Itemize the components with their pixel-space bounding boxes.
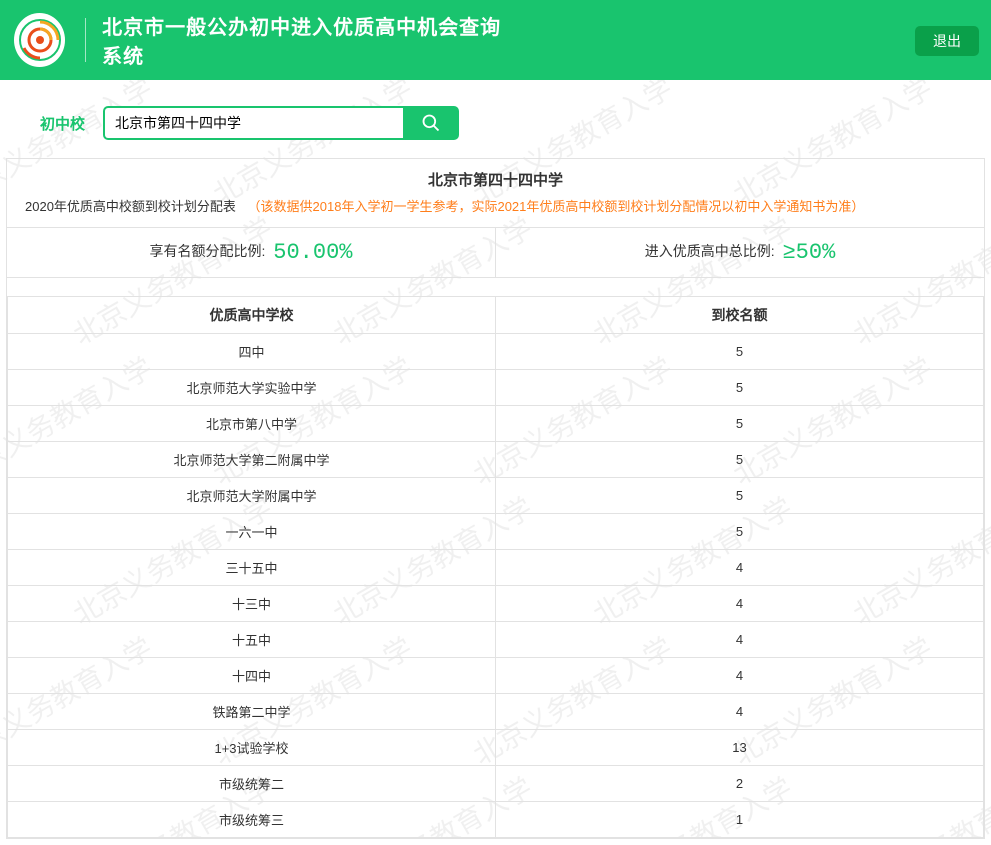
search-button[interactable] [403, 106, 459, 140]
result-panel: 北京市第四十四中学 2020年优质高中校额到校计划分配表 （该数据供2018年入… [6, 158, 985, 839]
col-header-school: 优质高中学校 [8, 297, 496, 334]
table-row: 1+3试验学校13 [8, 730, 984, 766]
cell-quota: 1 [496, 802, 984, 838]
quota-table: 优质高中学校 到校名额 四中5北京师范大学实验中学5北京市第八中学5北京师范大学… [7, 296, 984, 838]
cell-quota: 5 [496, 442, 984, 478]
cell-school: 一六一中 [8, 514, 496, 550]
table-row: 十五中4 [8, 622, 984, 658]
ratio-row: 享有名额分配比例: 50.00% 进入优质高中总比例: ≥50% [7, 227, 984, 278]
search-icon [421, 113, 441, 133]
school-name: 北京市第四十四中学 [7, 159, 984, 194]
school-search-input[interactable] [103, 106, 403, 140]
table-row: 三十五中4 [8, 550, 984, 586]
header-divider [85, 18, 86, 62]
table-row: 市级统筹二2 [8, 766, 984, 802]
search-row: 初中校 [0, 80, 991, 158]
subtitle-row: 2020年优质高中校额到校计划分配表 （该数据供2018年入学初一学生参考，实际… [7, 194, 984, 227]
header-bar: 北京市一般公办初中进入优质高中机会查询系统 退出 [0, 0, 991, 80]
logo-icon [14, 13, 65, 67]
cell-quota: 2 [496, 766, 984, 802]
cell-school: 十四中 [8, 658, 496, 694]
ratio-left-value: 50.00% [273, 240, 352, 265]
table-title: 2020年优质高中校额到校计划分配表 [25, 199, 236, 214]
cell-quota: 5 [496, 478, 984, 514]
cell-quota: 13 [496, 730, 984, 766]
cell-school: 北京师范大学实验中学 [8, 370, 496, 406]
exit-button[interactable]: 退出 [915, 26, 979, 56]
cell-school: 铁路第二中学 [8, 694, 496, 730]
cell-quota: 4 [496, 694, 984, 730]
table-row: 市级统筹三1 [8, 802, 984, 838]
table-row: 一六一中5 [8, 514, 984, 550]
table-row: 北京市第八中学5 [8, 406, 984, 442]
cell-school: 四中 [8, 334, 496, 370]
ratio-right-label: 进入优质高中总比例: [645, 243, 775, 259]
cell-school: 十五中 [8, 622, 496, 658]
cell-school: 十三中 [8, 586, 496, 622]
table-row: 十四中4 [8, 658, 984, 694]
cell-school: 北京师范大学附属中学 [8, 478, 496, 514]
ratio-right-value: ≥50% [782, 240, 835, 265]
cell-quota: 4 [496, 586, 984, 622]
cell-quota: 5 [496, 334, 984, 370]
ratio-left-label: 享有名额分配比例: [150, 243, 266, 259]
cell-school: 1+3试验学校 [8, 730, 496, 766]
table-row: 北京师范大学第二附属中学5 [8, 442, 984, 478]
cell-quota: 5 [496, 514, 984, 550]
cell-school: 北京市第八中学 [8, 406, 496, 442]
ratio-right: 进入优质高中总比例: ≥50% [495, 228, 984, 277]
cell-quota: 5 [496, 406, 984, 442]
table-note: （该数据供2018年入学初一学生参考，实际2021年优质高中校额到校计划分配情况… [248, 199, 865, 214]
page-title: 北京市一般公办初中进入优质高中机会查询系统 [102, 11, 520, 69]
cell-school: 市级统筹三 [8, 802, 496, 838]
col-header-quota: 到校名额 [496, 297, 984, 334]
table-row: 十三中4 [8, 586, 984, 622]
search-label: 初中校 [40, 113, 85, 134]
cell-school: 市级统筹二 [8, 766, 496, 802]
cell-school: 北京师范大学第二附属中学 [8, 442, 496, 478]
table-row: 北京师范大学附属中学5 [8, 478, 984, 514]
cell-quota: 4 [496, 658, 984, 694]
cell-school: 三十五中 [8, 550, 496, 586]
cell-quota: 4 [496, 550, 984, 586]
ratio-left: 享有名额分配比例: 50.00% [7, 228, 495, 277]
cell-quota: 4 [496, 622, 984, 658]
table-row: 四中5 [8, 334, 984, 370]
table-row: 铁路第二中学4 [8, 694, 984, 730]
cell-quota: 5 [496, 370, 984, 406]
table-row: 北京师范大学实验中学5 [8, 370, 984, 406]
